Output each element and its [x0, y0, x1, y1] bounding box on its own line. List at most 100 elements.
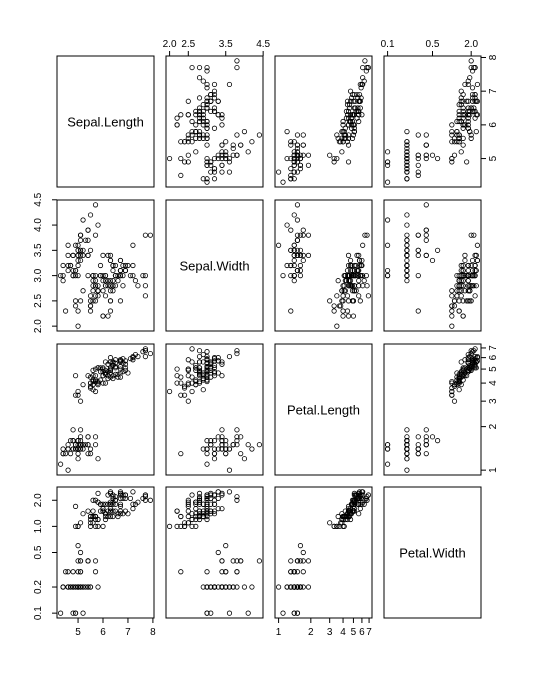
data-point — [92, 569, 99, 575]
data-point — [449, 303, 455, 309]
data-point — [208, 359, 214, 365]
data-point — [245, 610, 251, 616]
data-point — [97, 273, 104, 279]
data-point — [468, 64, 474, 71]
data-point — [105, 313, 111, 319]
data-point — [189, 492, 195, 498]
data-point — [87, 385, 94, 391]
data-point — [415, 169, 421, 175]
data-point — [72, 273, 79, 279]
data-point — [142, 494, 149, 500]
top-axis-col-3: 0.1 0.5 2.0 — [381, 39, 479, 57]
tick-label: 6 — [359, 627, 365, 638]
data-point — [219, 169, 225, 175]
data-point — [215, 98, 221, 104]
data-point — [355, 273, 361, 279]
data-point — [95, 382, 101, 388]
data-point — [360, 273, 366, 279]
data-point — [465, 112, 471, 118]
data-point — [117, 298, 124, 304]
data-point — [335, 278, 341, 284]
data-point — [219, 434, 225, 440]
data-point — [288, 569, 294, 575]
data-point — [354, 267, 360, 274]
data-point — [223, 155, 229, 162]
data-point — [291, 257, 297, 264]
data-point — [465, 105, 471, 111]
data-point — [356, 511, 362, 517]
data-point — [204, 102, 210, 108]
data-point — [87, 516, 94, 523]
data-point — [449, 313, 455, 319]
data-point — [288, 139, 294, 145]
data-point — [211, 508, 218, 514]
data-point — [85, 508, 91, 514]
data-point — [110, 375, 116, 382]
data-point — [193, 365, 199, 371]
data-point — [196, 348, 203, 354]
data-point — [294, 155, 301, 162]
data-point — [294, 252, 301, 258]
data-point — [297, 162, 304, 168]
data-point — [462, 122, 468, 128]
data-point — [404, 467, 410, 473]
data-point — [178, 392, 184, 398]
data-point — [327, 152, 333, 158]
data-point — [345, 142, 352, 148]
data-point — [472, 115, 478, 121]
data-point — [234, 58, 240, 64]
data-point — [208, 98, 214, 104]
data-point — [404, 159, 410, 165]
data-point — [185, 135, 191, 141]
data-point — [291, 278, 297, 284]
data-point — [449, 129, 455, 135]
data-point — [72, 267, 79, 274]
data-point — [256, 558, 263, 564]
data-point — [105, 492, 111, 498]
data-point — [90, 497, 96, 503]
data-point — [415, 132, 421, 138]
data-point — [468, 348, 474, 354]
data-point — [204, 179, 210, 185]
data-point — [348, 273, 355, 279]
data-point — [249, 584, 255, 590]
data-point — [458, 267, 464, 274]
data-point — [223, 152, 229, 158]
tick-label: 6 — [488, 122, 499, 128]
data-point — [77, 237, 84, 243]
data-point — [294, 132, 301, 138]
data-point — [122, 361, 129, 367]
data-point — [365, 492, 372, 498]
data-point — [472, 262, 478, 269]
data-point — [65, 262, 71, 269]
data-point — [178, 139, 184, 145]
data-point — [342, 135, 348, 141]
data-point — [92, 273, 99, 279]
data-point — [404, 142, 410, 148]
data-point — [80, 382, 86, 388]
data-point — [415, 152, 421, 158]
data-point — [122, 492, 129, 498]
data-point — [219, 373, 225, 379]
data-point — [467, 75, 473, 81]
data-point — [343, 278, 350, 284]
data-point — [291, 273, 297, 279]
data-point — [181, 520, 188, 526]
data-point — [291, 247, 297, 253]
data-point — [230, 584, 236, 590]
data-point — [291, 584, 297, 590]
data-point — [90, 520, 96, 526]
data-point — [404, 222, 410, 228]
data-point — [234, 584, 240, 590]
data-point — [208, 169, 214, 175]
data-point — [185, 366, 191, 372]
data-point — [72, 610, 79, 616]
data-point — [288, 262, 294, 269]
data-point — [219, 152, 225, 158]
data-point — [241, 129, 248, 135]
data-point — [92, 388, 99, 395]
data-point — [196, 75, 203, 81]
data-point — [92, 377, 99, 383]
data-point — [291, 252, 297, 258]
data-point — [65, 446, 71, 452]
